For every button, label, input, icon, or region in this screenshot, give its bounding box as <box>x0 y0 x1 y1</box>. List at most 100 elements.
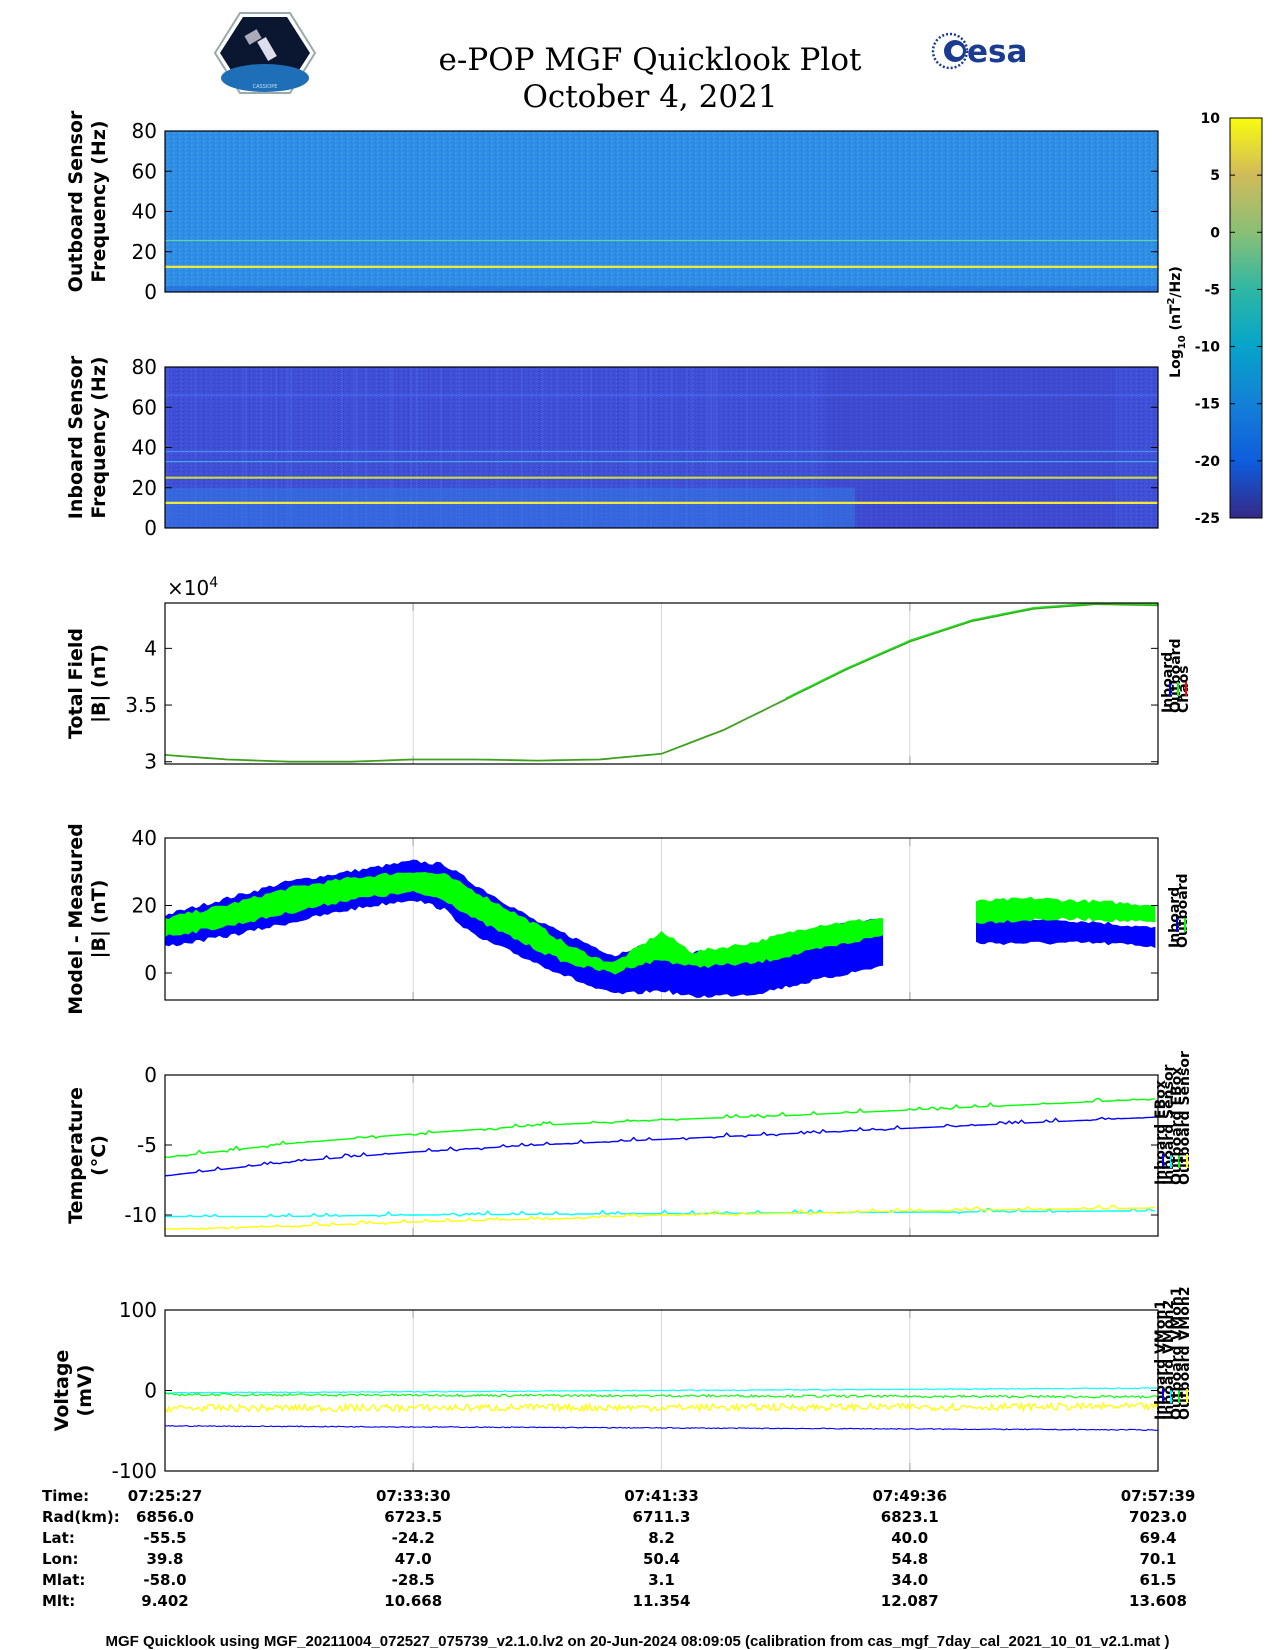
y-axis-label-line: Inboard Sensor <box>65 355 87 519</box>
voltage-series-line <box>165 1392 1158 1399</box>
voltage-panel: 100 0 -100 Voltage(mV) Inboard VMon1Inboard … <box>51 1286 1193 1483</box>
spectrogram-lowfreq-band <box>165 285 1158 292</box>
colorbar-label: Log10 (nT2/Hz) <box>1166 266 1188 378</box>
ephemeris-value: 50.4 <box>643 1550 680 1568</box>
time-tick-label: 07:57:39 <box>1121 1487 1196 1505</box>
ephemeris-value: 34.0 <box>891 1571 928 1589</box>
outboard-spectrogram: 80 60 40 20 0 Outboard SensorFrequency (Hz) <box>65 110 1159 304</box>
temperature-series-line <box>164 1204 1155 1231</box>
legend-label: Outboard <box>1168 638 1184 713</box>
y-tick-label: 40 <box>132 436 157 460</box>
ephemeris-value: 70.1 <box>1139 1550 1176 1568</box>
spectrogram-dark-region <box>825 367 1115 528</box>
ephemeris-value: 6856.0 <box>136 1508 194 1526</box>
colorbar-label-part: 10 <box>1177 335 1188 349</box>
temperature-series-line <box>164 1207 1155 1218</box>
total-field-outboard-highlight <box>785 602 1159 700</box>
y-axis-label: Temperature(°C) <box>65 1087 110 1224</box>
temperature-series-line <box>164 1116 1155 1177</box>
ephemeris-value: 3.1 <box>648 1571 675 1589</box>
legend-label: Inboard <box>1167 887 1183 948</box>
y-tick-label: 0 <box>144 516 157 540</box>
colorbar-label-part: (nT <box>1168 304 1184 335</box>
time-tick-label: 07:49:36 <box>872 1487 947 1505</box>
legend-label: Inboard EBox <box>1153 1080 1169 1185</box>
ephemeris-row-label: Lat: <box>42 1529 75 1547</box>
y-tick-label: -10 <box>124 1203 157 1227</box>
legend-label: Outboard VMon2 <box>1177 1286 1193 1420</box>
y-axis-label-line: Voltage <box>51 1350 73 1432</box>
colorbar-label-part: Log <box>1168 349 1184 378</box>
y-axis-label: Voltage(mV) <box>51 1350 96 1432</box>
model-minus-measured-panel: 40 20 0 Model - Measured|B| (nT) InboardOutb… <box>65 823 1191 1014</box>
y-tick-label: 80 <box>132 355 157 379</box>
ephemeris-value: -55.5 <box>143 1529 186 1547</box>
ephemeris-value: 61.5 <box>1139 1571 1176 1589</box>
ephemeris-row-label: Rad(km): <box>42 1508 120 1526</box>
voltage-series-line <box>164 1424 1158 1431</box>
legend-label: Inboard <box>1160 652 1176 713</box>
y-tick-label: 20 <box>132 476 157 500</box>
ephemeris-value: 7023.0 <box>1129 1508 1187 1526</box>
colorbar-tick-label: -15 <box>1195 397 1220 413</box>
y-axis-label-line: Model - Measured <box>65 823 87 1014</box>
exponent-base: ×10 <box>167 576 209 600</box>
time-tick-label: 07:33:30 <box>376 1487 451 1505</box>
y-axis-label-line: Outboard Sensor <box>65 110 87 292</box>
legend-label: Inboard VMon2 <box>1161 1300 1177 1420</box>
ephemeris-value: -24.2 <box>392 1529 435 1547</box>
exponent-label: ×104 <box>167 575 218 600</box>
colorbar-tick-label: -25 <box>1195 511 1220 527</box>
chart-date: October 4, 2021 <box>522 79 778 115</box>
y-tick-label: 0 <box>144 1379 157 1403</box>
svg-text:CASSIOPE: CASSIOPE <box>253 84 278 90</box>
chart-title: e-POP MGF Quicklook Plot <box>438 42 862 78</box>
legend-label: Outboard Sensor <box>1177 1051 1193 1185</box>
colorbar-tick-label: -5 <box>1204 282 1220 298</box>
residual-band <box>976 916 1156 949</box>
esa-logo: esa <box>931 32 1027 70</box>
y-tick-label: 0 <box>144 961 157 985</box>
ephemeris-value: 6711.3 <box>633 1508 691 1526</box>
voltage-series-line <box>164 1401 1159 1414</box>
colorbar-tick-label: 10 <box>1201 111 1221 127</box>
colorbar-scale <box>1229 117 1263 519</box>
ephemeris-value: 13.608 <box>1129 1592 1187 1610</box>
y-tick-label: 80 <box>132 119 157 143</box>
time-tick-label: 07:41:33 <box>624 1487 699 1505</box>
legend-label: Outboard <box>1175 873 1191 948</box>
ephemeris-row-label: Mlat: <box>42 1571 85 1589</box>
time-tick-label: 07:25:27 <box>128 1487 203 1505</box>
exponent-power: 4 <box>209 575 218 591</box>
y-tick-label: -100 <box>112 1459 157 1483</box>
ephemeris-value: 6723.5 <box>384 1508 442 1526</box>
colorbar-tick-label: 0 <box>1210 225 1220 241</box>
y-axis-label-line: (mV) <box>74 1365 96 1417</box>
ephemeris-value: 10.668 <box>384 1592 442 1610</box>
y-tick-label: 4 <box>144 636 157 660</box>
ephemeris-value: 54.8 <box>891 1550 928 1568</box>
ephemeris-value: 12.087 <box>881 1592 939 1610</box>
ephemeris-row-label: Lon: <box>42 1550 79 1568</box>
y-tick-label: 60 <box>132 395 157 419</box>
footer-caption: MGF Quicklook using MGF_20211004_072527_… <box>105 1633 1170 1650</box>
y-axis-label: Inboard SensorFrequency (Hz) <box>65 355 110 519</box>
legend-label: Inboard Sensor <box>1161 1064 1177 1185</box>
temperature-panel: 0 -5 -10 Temperature(°C) Inboard EBoxInboard… <box>65 1051 1193 1237</box>
y-tick-label: 40 <box>132 200 157 224</box>
colorbar-tick-label: 5 <box>1210 168 1220 184</box>
ephemeris-value: 40.0 <box>891 1529 928 1547</box>
spectrogram-lowfreq-band <box>165 487 855 528</box>
legend-label: Chaos <box>1176 665 1192 713</box>
y-tick-label: 3.5 <box>125 693 157 717</box>
y-axis-label: Total Field|B| (nT) <box>65 628 110 739</box>
y-axis-label: Model - Measured|B| (nT) <box>65 823 110 1014</box>
temperature-series-line <box>164 1097 1155 1159</box>
legend-label: Outboard VMon1 <box>1169 1286 1185 1420</box>
spectrogram-background <box>165 131 1158 292</box>
ephemeris-value: -58.0 <box>143 1571 186 1589</box>
ephemeris-value: 69.4 <box>1139 1529 1176 1547</box>
y-axis-label-line: |B| (nT) <box>88 644 110 723</box>
